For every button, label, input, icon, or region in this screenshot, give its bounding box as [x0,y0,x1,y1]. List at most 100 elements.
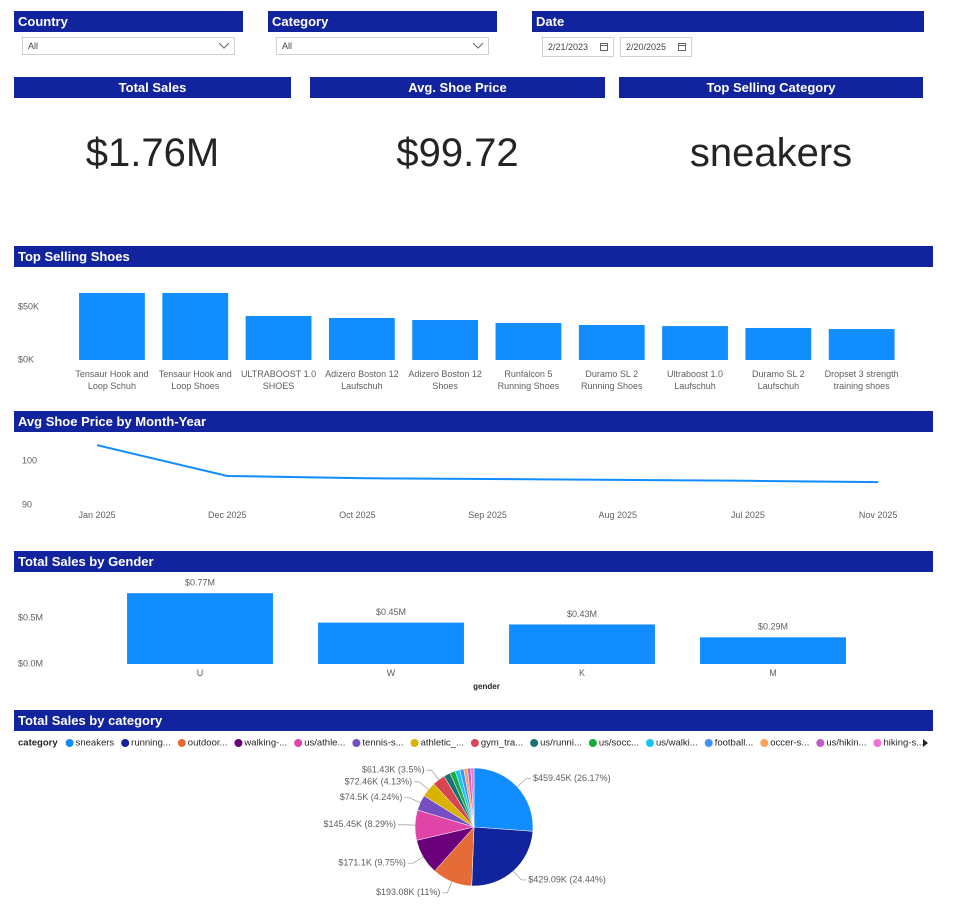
leader-line [407,856,424,864]
kpi-value: $1.76M [85,131,220,175]
legend-swatch [873,739,882,747]
bar [328,318,395,360]
legend-swatch [65,739,74,747]
data-label: $193.08K (11%) [376,887,440,897]
chevron [219,43,229,49]
legend-swatch [294,739,303,747]
x-tick-label: Duramo SL 2 Running Shoes [580,369,643,391]
bar [509,624,655,664]
legend-swatch [234,739,243,747]
date-value: 2/21/2023 [548,42,589,52]
legend-label: us/athle... [304,738,345,749]
y-tick-label: 100 [22,455,37,465]
legend-label: running... [131,738,171,749]
bar [162,292,229,360]
bar [495,322,562,360]
dropdown-value: All [282,41,293,51]
data-label: $429.09K (24.44%) [528,874,606,884]
legend-label: us/socc... [599,738,639,749]
data-label: $459.45K (26.17%) [533,773,611,783]
legend-swatch [177,739,186,747]
chart-title: Avg Shoe Price by Month-Year [14,411,933,432]
chevron [473,43,483,49]
dropdown-value: All [28,41,39,51]
chart-title: Top Selling Shoes [14,246,933,267]
kpi-title: Total Sales [14,77,291,98]
legend-swatch [588,739,597,747]
legend-label: sneakers [76,738,115,749]
bar [745,327,812,360]
date-start[interactable]: 2/21/2023 [542,37,614,57]
legend-title: category [18,738,58,749]
line [96,444,879,484]
x-tick-label: Nov 2025 [858,510,898,520]
data-label: $72.46K (4.13%) [345,776,413,786]
filter-title: Date [532,11,924,32]
calendar-icon [678,43,686,51]
legend-swatch [530,739,539,747]
legend-label: gym_tra... [481,738,523,749]
legend-swatch [704,739,713,747]
data-label: $0.29M [758,622,788,632]
bar [828,329,895,360]
data-label: $171.1K (9.75%) [338,858,406,868]
bar [412,320,479,360]
x-axis-label: gender [473,682,500,691]
chart-title: Total Sales by category [14,710,933,731]
x-tick-label: Aug 2025 [598,510,638,520]
leader-line [442,881,453,894]
data-label: $0.77M [185,578,215,588]
data-label: $61.43K (3.5%) [362,765,425,775]
legend-label: hiking-s... [883,738,924,749]
y-tick-label: 90 [22,499,32,509]
legend-swatch [121,739,130,747]
legend-label: occer-s... [770,738,809,749]
legend-arrow [923,739,928,747]
date-value: 2/20/2025 [626,42,667,52]
y-tick-label: $0K [18,354,34,364]
x-tick-label: Adizero Boston 12 Laufschuh [325,369,399,391]
x-tick-label: Tensaur Hook and Loop Schuh [75,369,149,391]
bar [127,593,273,664]
y-tick-label: $0.0M [18,658,43,668]
leader-line [426,769,439,780]
x-tick-label: Tensaur Hook and Loop Shoes [158,369,232,391]
x-tick-label: ULTRABOOST 1.0 SHOES [240,369,317,391]
bar [578,325,645,360]
filter-title: Country [14,11,243,32]
chart-title: Total Sales by Gender [14,551,933,572]
leader-line [513,870,527,881]
country-dropdown[interactable]: All [22,37,235,55]
bar [662,326,728,360]
leader-line [404,797,421,803]
x-tick-label: U [196,668,204,678]
date-end[interactable]: 2/20/2025 [620,37,692,57]
kpi-value: sneakers [689,131,853,175]
x-tick-label: Oct 2025 [339,510,376,520]
bar [79,292,145,360]
kpi-title: Avg. Shoe Price [310,77,605,98]
x-tick-label: Sep 2025 [468,510,507,520]
x-tick-label: Ultraboost 1.0 Laufschuh [667,369,724,391]
legend-label: us/hikin... [826,738,866,749]
filter-title: Category [268,11,497,32]
legend-label: tennis-s... [362,738,403,749]
category-dropdown[interactable]: All [276,37,489,55]
data-label: $74.5K (4.24%) [340,792,403,802]
legend-swatch [645,739,654,747]
x-tick-label: M [769,668,777,678]
legend-swatch [470,739,479,747]
legend-swatch [410,739,419,747]
x-tick-label: Dec 2025 [207,510,247,520]
legend-label: outdoor... [188,738,228,749]
legend-swatch [816,739,825,747]
pie-slice [471,826,534,887]
leader-line [414,781,429,790]
legend-swatch [760,739,769,747]
legend-label: us/runni... [540,738,582,749]
y-tick-label: $0.5M [18,612,43,622]
data-label: $0.43M [567,609,597,619]
pie-slice [470,767,475,828]
